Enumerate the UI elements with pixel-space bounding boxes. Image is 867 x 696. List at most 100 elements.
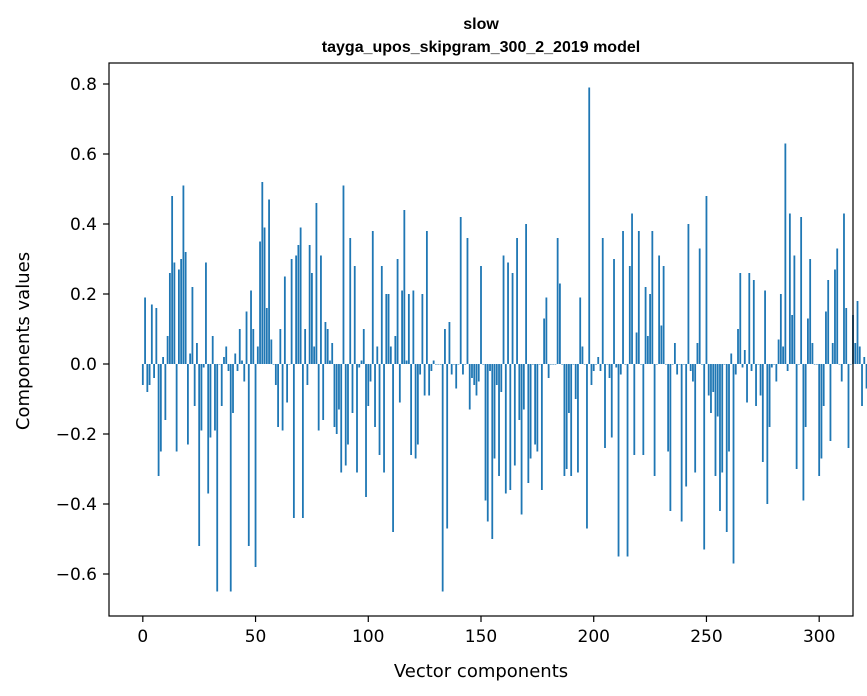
bar — [694, 364, 697, 473]
bar — [617, 364, 620, 557]
bar — [863, 357, 866, 364]
bar — [701, 364, 703, 365]
x-axis-label: Vector components — [394, 661, 568, 682]
bar — [590, 364, 593, 385]
bar — [743, 350, 746, 364]
bar — [807, 318, 809, 364]
bar — [676, 364, 679, 375]
bar — [592, 364, 595, 371]
bar — [750, 364, 753, 371]
y-tick-label: −0.4 — [56, 495, 97, 515]
bar — [394, 336, 397, 364]
bar — [193, 364, 196, 406]
bar — [144, 297, 146, 364]
bar — [412, 290, 415, 364]
bar — [378, 364, 381, 455]
x-tick-label: 150 — [465, 627, 497, 647]
x-tick-label: 0 — [137, 627, 148, 647]
bar — [308, 245, 311, 364]
bar — [491, 364, 494, 539]
bar — [540, 364, 543, 490]
bar — [290, 259, 293, 364]
bar — [793, 255, 796, 364]
bar — [545, 297, 548, 364]
bar — [802, 364, 805, 501]
bar — [274, 364, 277, 385]
bar — [430, 364, 433, 371]
bar — [220, 364, 223, 406]
bar — [358, 364, 361, 368]
bar — [148, 364, 151, 385]
bar — [347, 364, 349, 445]
bar — [455, 364, 458, 389]
bar — [637, 231, 640, 364]
y-tick-label: 0.6 — [70, 145, 97, 165]
x-tick-label: 100 — [352, 627, 384, 647]
bar — [191, 287, 194, 364]
bar — [150, 304, 153, 364]
bar — [581, 346, 584, 364]
bar — [651, 231, 654, 364]
bar — [784, 143, 787, 364]
bar — [613, 259, 615, 364]
y-tick-label: 0.4 — [70, 215, 97, 235]
bar — [500, 364, 503, 392]
bar — [369, 364, 372, 382]
bar — [207, 364, 210, 494]
bar — [295, 255, 298, 364]
bar — [773, 364, 775, 365]
bar — [865, 364, 867, 389]
bar — [489, 364, 491, 371]
bar — [360, 360, 363, 364]
bar — [633, 364, 636, 455]
bar — [531, 364, 534, 365]
bar — [335, 364, 338, 434]
bar — [680, 364, 683, 522]
bar — [770, 364, 773, 368]
bar — [504, 364, 507, 494]
bar — [464, 364, 467, 365]
bar — [301, 364, 304, 518]
bar — [374, 364, 376, 427]
bar — [419, 364, 422, 375]
bar — [606, 364, 609, 365]
bar — [511, 273, 514, 364]
bar — [795, 364, 798, 469]
bar — [525, 224, 527, 364]
bar — [628, 266, 631, 364]
bar — [410, 364, 413, 455]
bar — [689, 364, 692, 371]
bar — [843, 213, 845, 364]
bar — [333, 364, 336, 427]
bar — [734, 364, 737, 375]
bar — [856, 301, 859, 364]
plot-frame — [108, 62, 854, 617]
y-tick-label: 0.2 — [70, 285, 97, 305]
x-axis-ticks: 0 50 100 150 200 250 300 — [137, 616, 835, 647]
bar — [626, 364, 629, 557]
bar — [811, 343, 814, 364]
bar — [297, 245, 300, 364]
bar — [728, 364, 730, 452]
bar — [401, 290, 403, 364]
bar — [786, 364, 789, 371]
bar — [279, 329, 282, 364]
bar — [595, 364, 597, 365]
bar — [214, 364, 216, 431]
bar — [403, 210, 406, 364]
bar — [854, 343, 857, 364]
y-tick-label: −0.6 — [56, 565, 97, 585]
bar — [187, 364, 189, 445]
bar — [861, 364, 863, 406]
bar — [211, 336, 214, 364]
bar — [367, 364, 370, 406]
bar — [146, 364, 149, 392]
bar — [338, 364, 340, 410]
bar — [189, 353, 192, 364]
bar — [757, 364, 760, 365]
bar — [450, 364, 453, 375]
bar — [692, 364, 694, 382]
bar — [311, 273, 313, 364]
chart-title: slow — [463, 16, 499, 33]
bar — [646, 336, 649, 364]
